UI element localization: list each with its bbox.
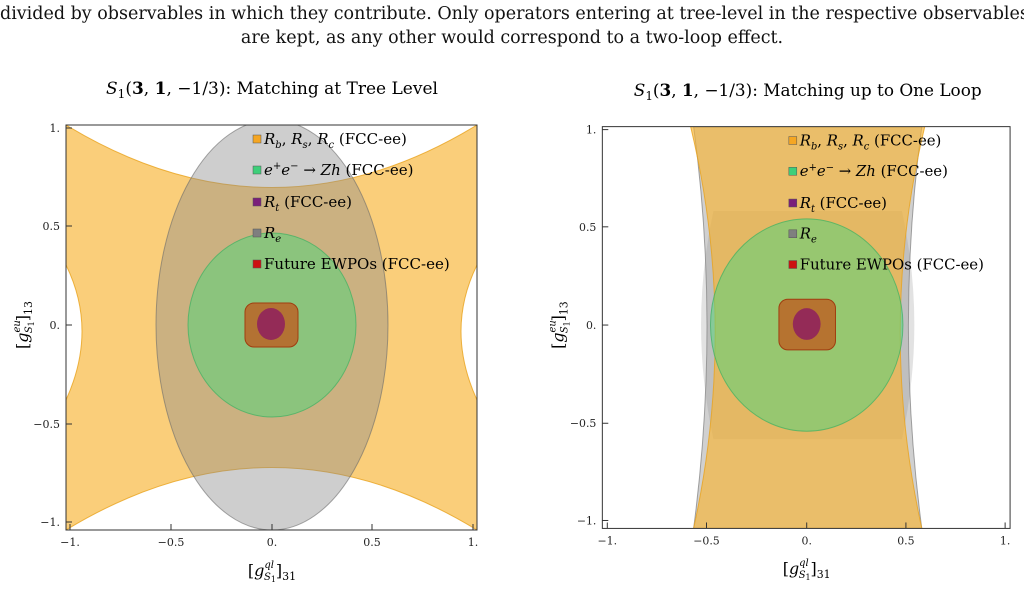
chart-title: S1(3, 1, −1/3): Matching at Tree Level <box>106 79 438 101</box>
chart-title: S1(3, 1, −1/3): Matching up to One Loop <box>634 80 982 103</box>
legend-swatch-rt <box>788 198 798 208</box>
y-tick-label: 0.5 <box>579 221 596 234</box>
legend-swatch-ewpo <box>788 260 798 269</box>
legend-swatch-ewpo <box>252 259 262 269</box>
legend-swatch-zh <box>252 165 262 175</box>
legend-label-zh: e+e− → Zh (FCC-ee) <box>264 161 413 179</box>
x-tick-label: −1. <box>598 534 618 547</box>
y-axis-label: [geuS1]13 <box>12 301 36 349</box>
y-tick-label: 0. <box>586 319 596 332</box>
x-tick-label: 0. <box>267 536 278 549</box>
region-rt <box>792 308 821 340</box>
y-tick-label: 0. <box>50 319 61 332</box>
y-tick-label: −1. <box>577 514 597 527</box>
x-axis-label: [gql S1]31 <box>783 558 831 582</box>
legend-swatch-rb-rs-rc <box>788 136 798 145</box>
x-tick-label: −0.5 <box>693 534 720 547</box>
legend-swatch-re <box>252 228 262 238</box>
y-axis-label: [geuS1]13 <box>548 301 572 349</box>
legend-label-rt: Rt (FCC-ee) <box>263 193 352 214</box>
axis-ticks <box>66 127 474 530</box>
caption-line-1: divided by observables in which they con… <box>0 4 1024 24</box>
y-tick-label: 0.5 <box>43 220 61 233</box>
x-tick-label: −0.5 <box>158 536 185 549</box>
region-rt <box>257 308 285 340</box>
x-tick-label: 1. <box>1000 534 1010 547</box>
caption-line-2: are kept, as any other would correspond … <box>240 28 784 48</box>
svg-text:[geuS1]13: [geuS1]13 <box>12 301 36 349</box>
chart-tree-level: S1(3, 1, −1/3): Matching at Tree Level −… <box>12 79 479 584</box>
figure-caption: divided by observables in which they con… <box>0 2 1024 50</box>
axis-ticks <box>602 129 1006 529</box>
legend-swatch-rt <box>252 197 262 207</box>
x-axis-label: [gql S1]31 <box>248 560 296 584</box>
y-tick-label: −0.5 <box>570 417 597 430</box>
legend-label-rb-rs-rc: Rb, Rs, Rc (FCC-ee) <box>799 131 942 152</box>
legend-swatch-re <box>788 229 798 238</box>
legend-label-rb-rs-rc: Rb, Rs, Rc (FCC-ee) <box>263 130 407 151</box>
legend-label-ewpo: Future EWPOs (FCC-ee) <box>264 255 450 273</box>
x-tick-label: 0.5 <box>897 534 914 547</box>
x-tick-label: 1. <box>468 536 479 549</box>
y-tick-label: −1. <box>40 516 60 529</box>
chart-one-loop: S1(3, 1, −1/3): Matching up to One Loop … <box>548 80 1011 582</box>
y-tick-label: −0.5 <box>33 418 60 431</box>
legend-swatch-rb-rs-rc <box>252 134 262 144</box>
legend-swatch-zh <box>788 167 798 176</box>
legend-label-ewpo: Future EWPOs (FCC-ee) <box>800 255 984 273</box>
legend: Rb, Rs, Rc (FCC-ee) e+e− → Zh (FCC-ee) R… <box>252 130 450 273</box>
svg-text:[geuS1]13: [geuS1]13 <box>548 301 572 349</box>
x-tick-label: −1. <box>60 536 80 549</box>
x-tick-label: 0.5 <box>363 536 381 549</box>
legend-label-re: Re <box>799 225 817 246</box>
legend-label-zh: e+e− → Zh (FCC-ee) <box>800 162 948 180</box>
legend: Rb, Rs, Rc (FCC-ee) e+e− → Zh (FCC-ee) R… <box>788 131 984 273</box>
legend-label-rt: Rt (FCC-ee) <box>799 194 887 215</box>
legend-label-re: Re <box>263 224 281 245</box>
y-tick-label: 1. <box>50 122 61 135</box>
y-tick-label: 1. <box>586 124 596 137</box>
x-tick-label: 0. <box>802 534 812 547</box>
plot-frame <box>601 126 1011 529</box>
